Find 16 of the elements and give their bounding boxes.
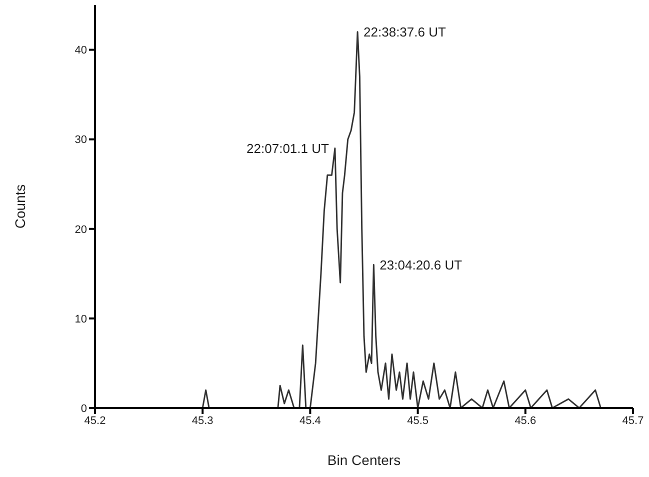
x-tick-label: 45.3	[192, 414, 214, 427]
y-tick-label: 40	[74, 44, 87, 57]
annotation: 23:04:20.6 UT	[380, 257, 462, 272]
x-tick-label: 45.6	[514, 414, 536, 427]
x-tick-label: 45.5	[407, 414, 429, 427]
x-axis-title: Bin Centers	[327, 452, 401, 468]
x-tick-label: 45.7	[622, 414, 644, 427]
annotation: 22:38:37.6 UT	[364, 24, 446, 40]
x-tick-label: 45.2	[84, 414, 106, 427]
y-tick-label: 30	[74, 134, 87, 146]
annotation: 22:07:01.1 UT	[246, 140, 330, 156]
y-tick-label: 20	[74, 224, 87, 236]
y-axis-title: Counts	[12, 184, 28, 229]
y-tick-label: 10	[74, 313, 87, 326]
x-tick-label: 45.4	[299, 414, 321, 427]
y-tick-label: 0	[80, 402, 87, 415]
